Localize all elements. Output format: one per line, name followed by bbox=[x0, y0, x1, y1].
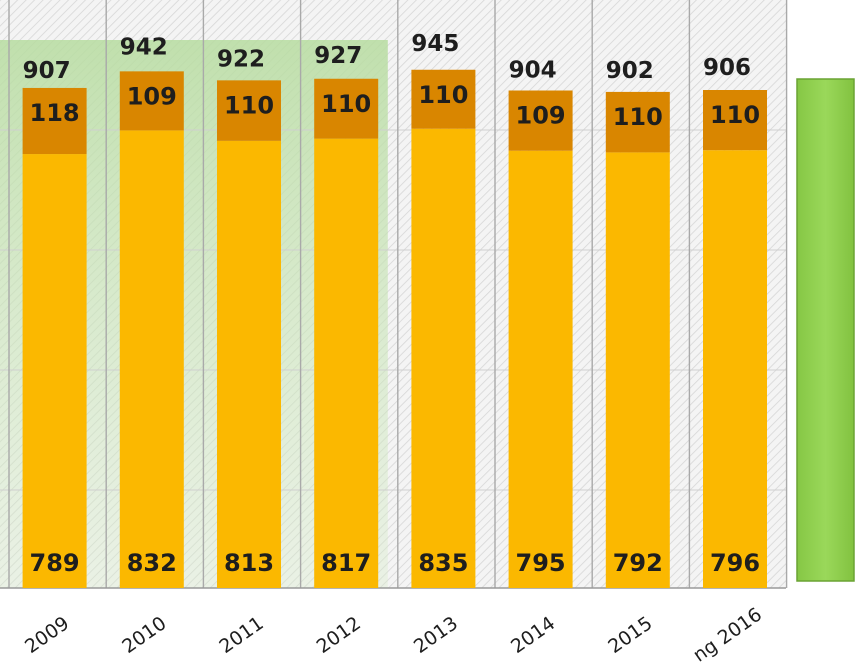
bar-segment-upper bbox=[217, 80, 281, 141]
data-label-upper: 110 bbox=[321, 90, 371, 118]
x-tick-label: 2014 bbox=[507, 612, 559, 658]
bar-segment-upper bbox=[605, 91, 670, 153]
data-label-total: 907 bbox=[23, 58, 71, 84]
gridlines bbox=[0, 0, 788, 588]
data-label-upper: 109 bbox=[516, 102, 566, 130]
data-label-total: 902 bbox=[606, 58, 654, 84]
data-label-lower: 832 bbox=[127, 549, 177, 577]
bar-segment-lower bbox=[22, 154, 87, 589]
bar-segment-lower bbox=[119, 130, 184, 588]
data-label-total: 927 bbox=[314, 43, 362, 69]
bar-segment-upper bbox=[119, 71, 184, 131]
data-label-upper: 110 bbox=[224, 91, 274, 119]
data-label-upper: 109 bbox=[127, 82, 177, 110]
data-label-upper: 118 bbox=[30, 99, 80, 127]
data-label-total: 942 bbox=[120, 34, 168, 60]
data-label-lower: 796 bbox=[710, 549, 760, 577]
data-label-upper: 110 bbox=[418, 81, 468, 109]
data-label-lower: 817 bbox=[321, 549, 371, 577]
bar-segment-upper bbox=[411, 69, 476, 129]
bar-segment-lower bbox=[217, 140, 281, 588]
bar-segment-lower bbox=[605, 152, 670, 588]
x-tick-label: 2012 bbox=[313, 612, 365, 658]
data-label-total: 906 bbox=[703, 55, 751, 81]
data-label-total: 922 bbox=[217, 46, 265, 72]
data-label-upper: 110 bbox=[710, 101, 760, 129]
x-tick-labels: 2009 2010 2011 2012 2013 2014 2015 ng 2016 bbox=[21, 604, 766, 667]
data-label-lower: 792 bbox=[613, 549, 663, 577]
x-tick-label: 2011 bbox=[215, 612, 267, 658]
bars bbox=[22, 69, 767, 589]
bar-segment-lower bbox=[508, 150, 573, 588]
bar-segment-upper bbox=[508, 90, 573, 151]
data-label-total: 904 bbox=[509, 58, 557, 84]
bar-segment-upper bbox=[703, 90, 767, 151]
data-label-lower: 835 bbox=[418, 549, 468, 577]
bar-segment-upper bbox=[314, 78, 379, 139]
x-tick-label: 2009 bbox=[21, 612, 73, 658]
data-label-lower: 795 bbox=[516, 549, 566, 577]
bar-segment-lower bbox=[411, 128, 476, 588]
data-label-upper: 110 bbox=[613, 103, 663, 131]
bar-segment-upper bbox=[22, 87, 87, 155]
data-label-total: 945 bbox=[411, 31, 459, 57]
bar-segment-lower bbox=[703, 150, 767, 588]
x-tick-label: 2010 bbox=[118, 612, 170, 658]
legend-swatch bbox=[796, 78, 855, 582]
data-labels: 789 118 907 832 109 942 813 110 922 817 110 927 835 1… bbox=[23, 31, 760, 577]
x-tick-label: ng 2016 bbox=[689, 604, 766, 667]
x-tick-label: 2013 bbox=[410, 612, 462, 658]
x-tick-label: 2015 bbox=[604, 612, 656, 658]
data-label-lower: 813 bbox=[224, 549, 274, 577]
data-label-lower: 789 bbox=[30, 549, 80, 577]
bar-segment-lower bbox=[314, 138, 379, 588]
